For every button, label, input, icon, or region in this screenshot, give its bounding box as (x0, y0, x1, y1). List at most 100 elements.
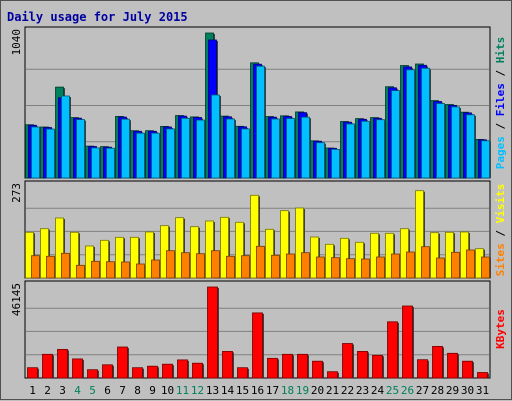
bar-pages-day-6 (106, 147, 115, 179)
bar-kbytes-day-5 (87, 369, 98, 379)
bar-kbytes-day-15 (237, 367, 248, 379)
bar-pages-day-28 (436, 103, 445, 179)
bar-pages-day-24 (376, 119, 385, 179)
bar-sites-day-14 (226, 255, 235, 279)
x-tick-label-day-3: 3 (59, 384, 66, 397)
bar-sites-day-5 (91, 260, 100, 279)
bar-sites-day-17 (271, 254, 280, 279)
bar-visits-day-15 (235, 221, 244, 279)
bar-sites-day-15 (241, 255, 250, 279)
bar-visits-day-2 (40, 228, 49, 279)
bar-pages-day-21 (331, 148, 340, 179)
chart-title: Daily usage for July 2015 (7, 10, 188, 24)
x-tick-label-day-4: 4 (74, 384, 81, 397)
bar-kbytes-day-20 (312, 360, 323, 379)
bar-kbytes-day-14 (222, 350, 233, 379)
bar-pages-day-10 (166, 128, 175, 179)
bar-sites-day-12 (196, 253, 205, 279)
bar-sites-day-20 (316, 256, 325, 279)
bar-kbytes-day-4 (72, 358, 83, 379)
bar-pages-day-2 (46, 128, 55, 179)
bar-visits-day-28 (430, 232, 439, 279)
legend-entry-files: Files (494, 83, 507, 116)
bar-kbytes-day-10 (162, 363, 173, 379)
bar-visits-day-4 (70, 231, 79, 279)
legend-entry-pages: Pages (494, 136, 507, 169)
legend-entry-hits: Hits (494, 37, 507, 64)
bar-sites-day-18 (286, 253, 295, 279)
bar-visits-day-3 (55, 217, 64, 279)
bar-sites-day-13 (211, 250, 220, 279)
bar-sites-day-27 (421, 246, 430, 279)
bar-pages-day-3 (61, 95, 70, 179)
bar-pages-day-27 (421, 67, 430, 179)
bar-visits-day-9 (145, 231, 154, 279)
x-tick-label-day-9: 9 (149, 384, 156, 397)
panel-hits-ymax-label: 1040 (10, 29, 23, 56)
x-tick-label-day-7: 7 (119, 384, 126, 397)
bar-kbytes-day-3 (57, 348, 68, 379)
bar-pages-day-15 (241, 128, 250, 179)
bar-sites-day-19 (301, 252, 310, 279)
bar-kbytes-day-2 (42, 353, 53, 379)
bar-visits-day-18 (280, 210, 289, 279)
x-tick-label-day-17: 17 (266, 384, 279, 397)
bar-pages-day-29 (451, 106, 460, 179)
x-tick-label-day-31: 31 (476, 384, 489, 397)
bar-pages-day-9 (151, 132, 160, 179)
bar-kbytes-day-28 (432, 345, 443, 379)
bar-visits-day-1 (25, 231, 34, 279)
bar-sites-day-21 (331, 257, 340, 279)
bar-pages-day-30 (466, 114, 475, 179)
x-tick-label-day-24: 24 (371, 384, 385, 397)
bar-kbytes-day-30 (462, 360, 473, 379)
bar-kbytes-day-23 (357, 350, 368, 379)
bar-pages-day-19 (301, 116, 310, 179)
bar-sites-day-29 (451, 251, 460, 279)
legend-entry-visits: Visits (494, 184, 507, 224)
bar-kbytes-day-25 (387, 321, 398, 379)
x-tick-label-day-1: 1 (29, 384, 36, 397)
bar-sites-day-2 (46, 255, 55, 279)
bar-sites-day-7 (121, 261, 130, 279)
bar-visits-day-13 (205, 220, 214, 279)
x-tick-label-day-2: 2 (44, 384, 51, 397)
x-tick-label-day-20: 20 (311, 384, 324, 397)
bar-kbytes-day-19 (297, 353, 308, 379)
bar-kbytes-day-31 (477, 372, 488, 379)
x-tick-label-day-14: 14 (221, 384, 235, 397)
x-tick-label-day-28: 28 (431, 384, 444, 397)
bar-kbytes-day-13 (207, 286, 218, 379)
bar-sites-day-26 (406, 251, 415, 279)
bar-kbytes-day-29 (447, 352, 458, 379)
bar-pages-day-25 (391, 90, 400, 179)
x-tick-label-day-23: 23 (356, 384, 369, 397)
bar-sites-day-22 (346, 258, 355, 279)
bar-sites-day-24 (376, 256, 385, 279)
bar-sites-day-9 (151, 259, 160, 279)
bar-sites-day-4 (76, 264, 85, 279)
bar-pages-day-23 (361, 120, 370, 179)
bar-kbytes-day-21 (327, 371, 338, 379)
bar-kbytes-day-27 (417, 359, 428, 379)
x-tick-label-day-13: 13 (206, 384, 219, 397)
legend-entry-sites: Sites (494, 243, 507, 276)
bar-visits-day-12 (190, 226, 199, 279)
bar-kbytes-day-1 (27, 367, 38, 379)
bar-kbytes-day-8 (132, 367, 143, 379)
bar-kbytes-day-24 (372, 354, 383, 379)
bar-pages-day-17 (271, 118, 280, 179)
x-tick-label-day-15: 15 (236, 384, 249, 397)
bar-pages-day-14 (226, 118, 235, 179)
bar-sites-day-16 (256, 245, 265, 279)
bar-pages-day-13 (211, 94, 220, 179)
legend-separator: / (494, 116, 507, 136)
bar-visits-day-16 (250, 194, 259, 279)
legend-visits: Sites / Visits (494, 184, 507, 277)
bar-pages-day-31 (481, 140, 490, 179)
x-tick-label-day-6: 6 (104, 384, 111, 397)
x-tick-label-day-22: 22 (341, 384, 354, 397)
bar-sites-day-8 (136, 263, 145, 279)
